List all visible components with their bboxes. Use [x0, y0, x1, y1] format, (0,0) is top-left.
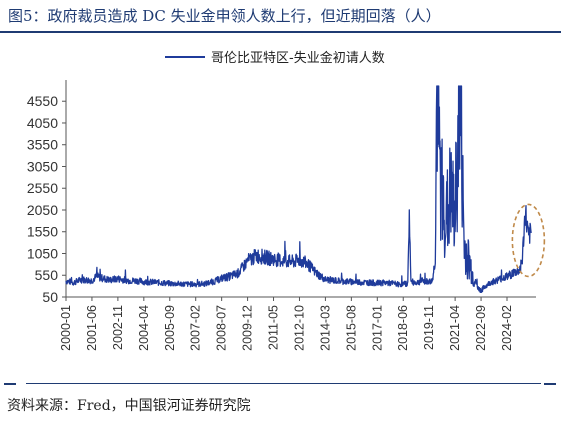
x-tick-label: 2017-01 — [370, 305, 384, 351]
y-tick-label: 550 — [35, 267, 59, 283]
y-tick-label: 3550 — [27, 137, 58, 153]
x-tick-label: 2019-11 — [422, 305, 436, 350]
x-tick-label: 2000-01 — [59, 305, 73, 351]
x-tick-label: 2021-04 — [448, 305, 462, 351]
x-tick-label: 2005-09 — [163, 305, 177, 351]
y-tick-label: 4550 — [27, 93, 58, 109]
highlight-ellipse — [511, 203, 546, 278]
bottom-rule-left — [4, 383, 16, 385]
top-rule — [0, 31, 561, 33]
x-tick-label: 2001-06 — [85, 305, 99, 351]
x-tick-label: 2008-07 — [215, 305, 229, 351]
y-tick-label: 1050 — [27, 245, 58, 261]
y-tick-label: 50 — [42, 289, 58, 305]
legend-label: 哥伦比亚特区-失业金初请人数 — [211, 51, 385, 66]
x-tick-label: 2018-06 — [396, 305, 410, 351]
x-tick-label: 2011-05 — [267, 305, 281, 350]
x-tick-label: 2024-02 — [500, 305, 514, 351]
x-tick-label: 2004-04 — [137, 305, 151, 351]
bottom-rule-right — [544, 383, 556, 385]
x-tick-label: 2015-08 — [344, 305, 358, 351]
y-tick-label: 1550 — [27, 224, 58, 240]
x-tick-label: 2022-09 — [474, 305, 488, 351]
series-line — [65, 85, 532, 294]
legend-swatch — [165, 55, 205, 58]
y-tick-label: 3050 — [27, 158, 58, 174]
chart-legend: 哥伦比亚特区-失业金初请人数 — [165, 47, 385, 66]
figure-title: 图5：政府裁员造成 DC 失业金申领人数上行，但近期回落（人） — [8, 7, 441, 25]
source-note: 资料来源：Fred，中国银河证券研究院 — [7, 398, 251, 414]
x-tick-label: 2007-02 — [189, 305, 203, 351]
x-tick-label: 2012-10 — [292, 305, 306, 351]
bottom-rule — [26, 383, 541, 384]
x-tick-label: 2002-11 — [111, 305, 125, 350]
y-tick-label: 2550 — [27, 180, 58, 196]
y-tick-label: 4050 — [27, 115, 58, 131]
x-tick-label: 2014-03 — [318, 305, 332, 351]
x-tick-label: 2009-12 — [241, 305, 255, 351]
y-tick-label: 2050 — [27, 202, 58, 218]
